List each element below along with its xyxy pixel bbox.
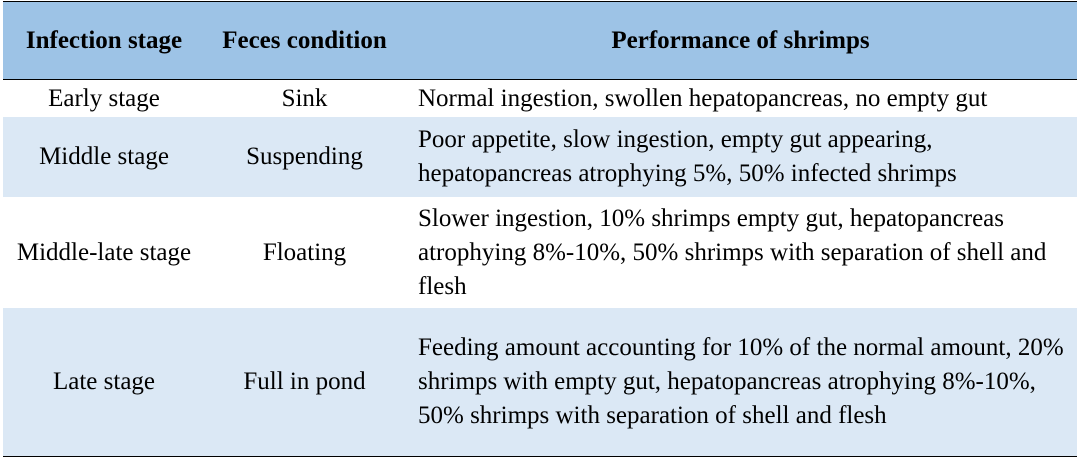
cell-feces-condition: Sink (281, 84, 328, 112)
table-row: Middle-late stage Floating Slower ingest… (3, 197, 1077, 308)
cell-infection-stage: Early stage (48, 84, 160, 112)
header-feces-condition: Feces condition (205, 1, 404, 80)
table-row: Late stage Full in pond Feeding amount a… (3, 308, 1077, 457)
cell-feces-condition: Full in pond (205, 308, 404, 457)
header-performance-of-shrimps: Performance of shrimps (404, 1, 1077, 80)
cell-infection-stage: Middle-late stage (16, 238, 192, 266)
table-header-row: Infection stage Feces condition Performa… (3, 1, 1077, 80)
shrimp-infection-table: Infection stage Feces condition Performa… (3, 1, 1077, 457)
table-row: Early stage Sink Normal ingestion, swoll… (3, 79, 1077, 117)
cell-performance: Feeding amount accounting for 10% of the… (404, 308, 1077, 457)
cell-performance: Poor appetite, slow ingestion, empty gut… (418, 126, 957, 187)
cell-infection-stage: Late stage (3, 308, 205, 457)
table-row: Middle stage Suspending Poor appetite, s… (3, 117, 1077, 197)
cell-feces-condition: Suspending (246, 143, 363, 170)
cell-performance: Slower ingestion, 10% shrimps empty gut,… (418, 204, 1047, 300)
cell-performance: Normal ingestion, swollen hepatopancreas… (418, 84, 988, 112)
cell-infection-stage: Middle stage (39, 143, 169, 170)
header-infection-stage: Infection stage (3, 1, 205, 80)
cell-feces-condition: Floating (262, 238, 347, 266)
